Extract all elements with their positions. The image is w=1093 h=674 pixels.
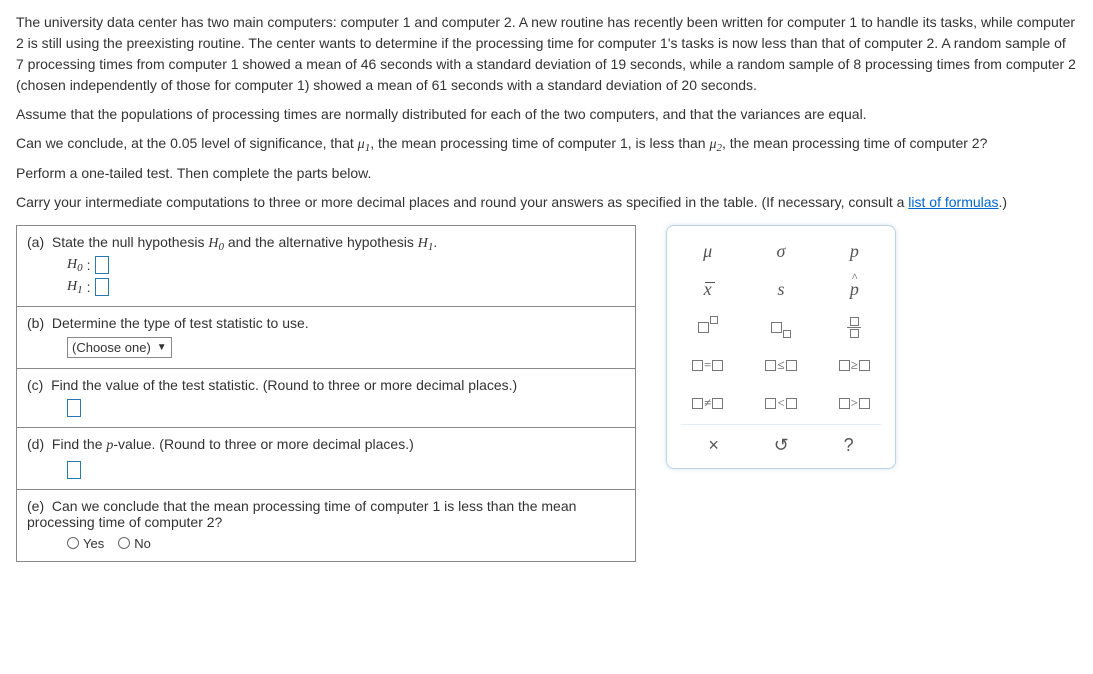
problem-paragraph-4: Perform a one-tailed test. Then complete… — [16, 163, 1077, 184]
radio-no[interactable]: No — [118, 536, 151, 551]
exponent-button[interactable] — [698, 314, 718, 340]
problem-statement: The university data center has two main … — [16, 12, 1077, 213]
lt-button[interactable]: < — [765, 390, 796, 416]
problem-paragraph-2: Assume that the populations of processin… — [16, 104, 1077, 125]
neq-button[interactable]: ≠ — [692, 390, 723, 416]
geq-button[interactable]: ≥ — [839, 352, 870, 378]
problem-paragraph-1: The university data center has two main … — [16, 12, 1077, 96]
question-d: (d) Find the p-value. (Round to three or… — [17, 427, 635, 488]
label-c: (c) — [27, 377, 43, 393]
problem-paragraph-5: Carry your intermediate computations to … — [16, 192, 1077, 213]
question-a: (a) State the null hypothesis H0 and the… — [17, 226, 635, 306]
radio-icon — [67, 537, 79, 549]
pvalue-input[interactable] — [67, 461, 81, 479]
test-statistic-dropdown[interactable]: (Choose one) ▼ — [67, 337, 172, 358]
mu-button[interactable]: μ — [703, 238, 712, 264]
mu2-symbol: μ2 — [709, 137, 722, 152]
symbol-palette: μ σ p x s p = ≤ ≥ ≠ < > × ↺ ? — [666, 225, 896, 469]
clear-icon[interactable]: × — [708, 435, 719, 456]
h0-row: H0 : — [67, 256, 625, 274]
gt-button[interactable]: > — [839, 390, 870, 416]
problem-paragraph-3: Can we conclude, at the 0.05 level of si… — [16, 133, 1077, 155]
reset-icon[interactable]: ↺ — [774, 435, 789, 456]
subscript-button[interactable] — [771, 314, 791, 340]
help-icon[interactable]: ? — [844, 435, 854, 456]
p-button[interactable]: p — [850, 238, 859, 264]
leq-button[interactable]: ≤ — [765, 352, 796, 378]
radio-icon — [118, 537, 130, 549]
chevron-down-icon: ▼ — [157, 342, 167, 353]
label-b: (b) — [27, 315, 44, 331]
radio-yes[interactable]: Yes — [67, 536, 104, 551]
test-statistic-input[interactable] — [67, 399, 81, 417]
mu1-symbol: μ1 — [358, 137, 371, 152]
xbar-button[interactable]: x — [704, 276, 712, 302]
label-a: (a) — [27, 234, 44, 250]
label-e: (e) — [27, 498, 44, 514]
fraction-button[interactable] — [847, 314, 861, 340]
equals-button[interactable]: = — [692, 352, 723, 378]
s-button[interactable]: s — [777, 276, 784, 302]
formulas-link[interactable]: list of formulas — [908, 194, 998, 210]
h1-row: H1 : — [67, 278, 625, 296]
phat-button[interactable]: p — [850, 276, 859, 302]
question-e: (e) Can we conclude that the mean proces… — [17, 489, 635, 561]
question-b: (b) Determine the type of test statistic… — [17, 306, 635, 368]
questions-panel: (a) State the null hypothesis H0 and the… — [16, 225, 636, 562]
h1-input[interactable] — [95, 278, 109, 296]
sigma-button[interactable]: σ — [777, 238, 786, 264]
h0-input[interactable] — [95, 256, 109, 274]
label-d: (d) — [27, 436, 44, 452]
question-c: (c) Find the value of the test statistic… — [17, 368, 635, 427]
